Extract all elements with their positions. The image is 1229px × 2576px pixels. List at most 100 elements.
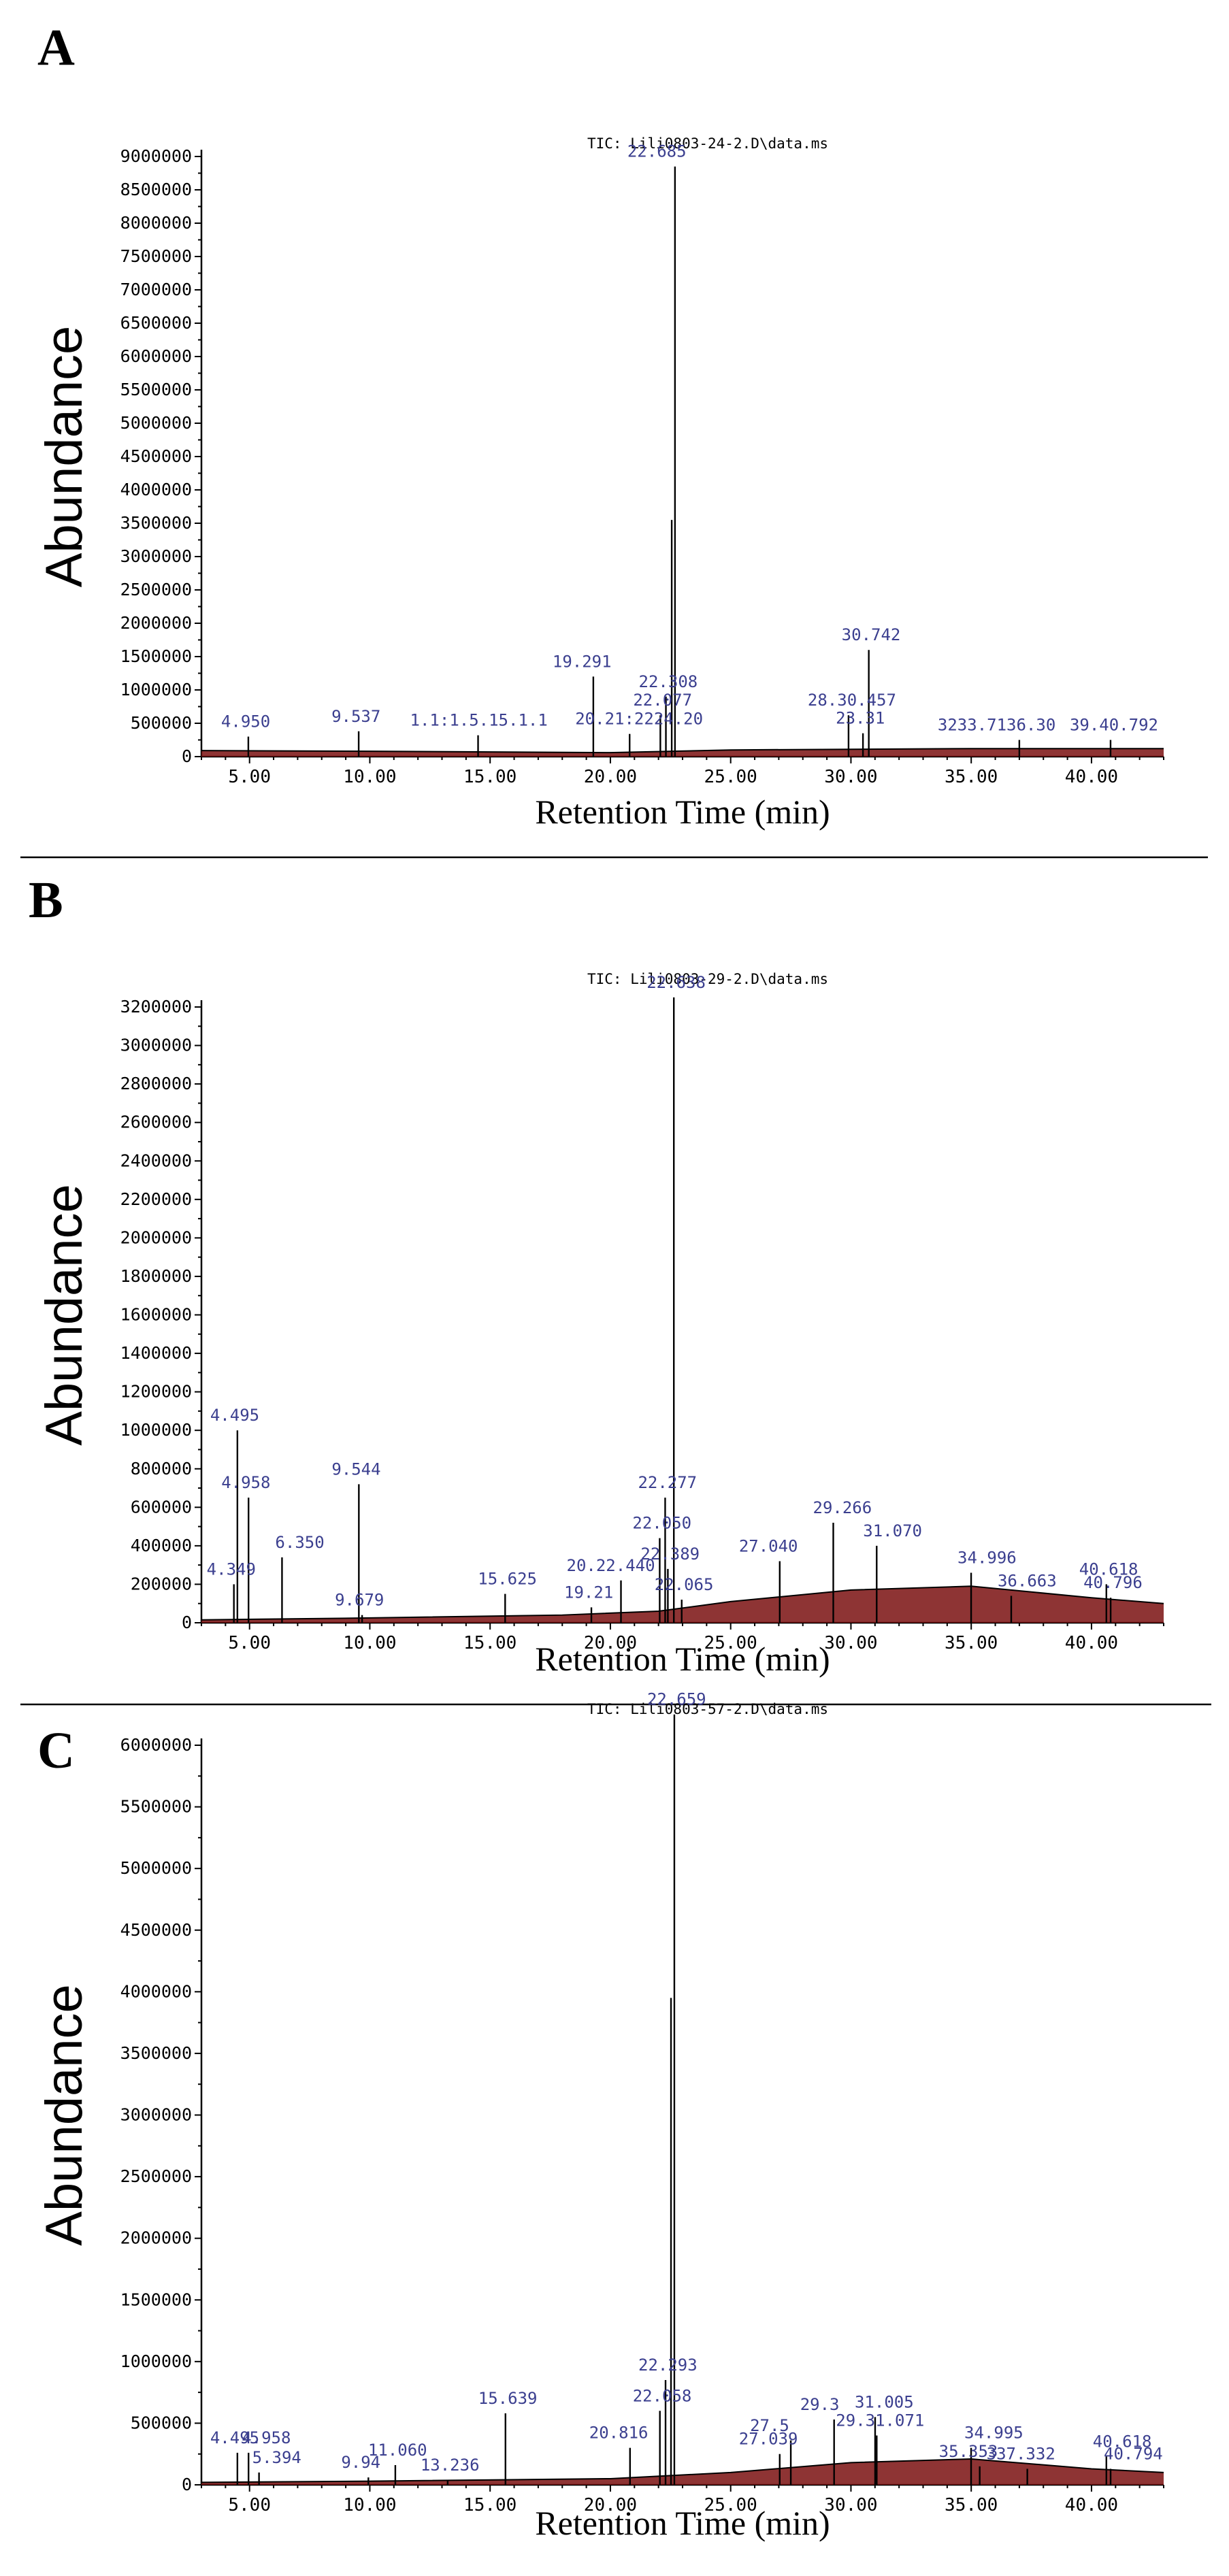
y-tick-label-c: 4000000 — [120, 1981, 192, 2001]
peak-label-b: 29.266 — [813, 1498, 872, 1517]
panel-label-c: C — [37, 1722, 75, 1779]
y-tick-label-b: 2400000 — [120, 1151, 192, 1170]
y-tick-label-b: 2800000 — [120, 1074, 192, 1093]
y-tick-label-a: 6500000 — [120, 313, 192, 333]
peak-label-c: 31.005 — [855, 2392, 914, 2411]
peak-label-b: 4.495 — [210, 1406, 259, 1425]
peak-label-c: 20.816 — [589, 2424, 649, 2443]
y-tick-label-a: 4000000 — [120, 480, 192, 499]
baseline-trace-b — [201, 1585, 1164, 1621]
peak-label-b: 4.958 — [221, 1473, 270, 1492]
peak-label-b: 40.796 — [1083, 1573, 1143, 1592]
y-axis-label-b: Abundance — [35, 1184, 93, 1446]
y-tick-label-b: 1400000 — [120, 1343, 192, 1363]
x-tick-label-b: 40.00 — [1065, 1633, 1118, 1653]
peak-label-c: 40.794 — [1104, 2444, 1163, 2463]
y-tick-label-c: 4500000 — [120, 1920, 192, 1940]
baseline-fill-a — [201, 748, 1164, 757]
x-tick-label-a: 20.00 — [584, 767, 637, 787]
baseline-trace-a — [201, 748, 1164, 754]
peak-label-c: 15.639 — [478, 2389, 538, 2408]
y-tick-label-c: 3500000 — [120, 2043, 192, 2063]
y-tick-label-a: 7500000 — [120, 246, 192, 266]
peak-label-b: 4.349 — [207, 1559, 256, 1579]
peak-label-c: 5.394 — [252, 2448, 301, 2467]
peak-label-b: 9.544 — [331, 1459, 380, 1479]
peak-label-a: 19.291 — [553, 652, 612, 671]
peak-label-c: 13.236 — [421, 2456, 480, 2475]
x-tick-label-a: 15.00 — [463, 767, 517, 787]
peak-label-b: 22.065 — [655, 1575, 714, 1594]
peak-label-a: 28.30.457 — [808, 691, 896, 710]
x-tick-label-c: 15.00 — [463, 2495, 517, 2515]
y-tick-label-a: 8500000 — [120, 180, 192, 199]
peak-label-c: 22.058 — [633, 2386, 692, 2405]
peak-label-a: 4.950 — [221, 712, 270, 731]
y-tick-label-b: 2000000 — [120, 1227, 192, 1247]
peak-label-b: 9.679 — [335, 1591, 384, 1610]
x-tick-label-b: 5.00 — [228, 1633, 271, 1653]
y-tick-label-c: 2500000 — [120, 2166, 192, 2186]
peak-label-c: 11.060 — [368, 2441, 427, 2460]
chart-title-b: TIC: Lili0803-29-2.D\data.ms — [587, 971, 828, 987]
chart-title-a: TIC: Lili0803-24-2.D\data.ms — [587, 135, 828, 152]
y-tick-label-c: 1000000 — [120, 2351, 192, 2371]
peak-label-c: 4.495 — [210, 2428, 259, 2447]
y-tick-label-b: 800000 — [131, 1459, 192, 1479]
peak-label-b: 36.663 — [998, 1571, 1057, 1590]
peak-label-c: 35.353 — [939, 2442, 998, 2461]
peak-label-a: 23.31 — [836, 709, 885, 728]
x-axis-label-c: Retention Time (min) — [535, 2504, 830, 2542]
peak-label-c: 27.039 — [739, 2430, 798, 2449]
peak-label-a: 9.537 — [331, 707, 380, 726]
peak-label-a: 22.077 — [633, 691, 692, 710]
x-tick-label-c: 30.00 — [824, 2495, 877, 2515]
x-tick-label-c: 10.00 — [343, 2495, 396, 2515]
y-tick-label-c: 500000 — [131, 2413, 192, 2432]
panel-label-b: B — [29, 872, 63, 929]
y-tick-label-a: 3000000 — [120, 546, 192, 566]
y-tick-label-a: 5500000 — [120, 380, 192, 399]
peak-label-c: 27.5 — [750, 2416, 789, 2435]
peak-label-c: 29.3 — [800, 2395, 840, 2414]
y-tick-label-b: 1800000 — [120, 1266, 192, 1286]
y-tick-label-a: 1500000 — [120, 646, 192, 666]
peak-label-c: 34.995 — [964, 2424, 1023, 2443]
baseline-fill-c — [201, 2458, 1164, 2485]
y-tick-label-c: 2000000 — [120, 2228, 192, 2248]
peak-label-b: 15.625 — [478, 1570, 537, 1589]
peak-label-b: 34.996 — [957, 1548, 1017, 1567]
y-tick-label-b: 400000 — [131, 1536, 192, 1555]
x-tick-label-b: 10.00 — [343, 1633, 396, 1653]
y-tick-label-b: 0 — [182, 1613, 192, 1632]
peak-label-a: 20.21:2224.20 — [575, 710, 703, 729]
peak-label-c: 22.293 — [638, 2356, 698, 2375]
y-tick-label-c: 1500000 — [120, 2290, 192, 2309]
peak-label-c: 4.958 — [242, 2428, 291, 2447]
x-tick-label-b: 25.00 — [704, 1633, 757, 1653]
x-tick-label-a: 35.00 — [945, 767, 998, 787]
baseline-fill-b — [201, 1586, 1164, 1623]
x-tick-label-a: 5.00 — [228, 767, 271, 787]
y-tick-label-b: 1000000 — [120, 1420, 192, 1440]
x-tick-label-a: 30.00 — [824, 767, 877, 787]
y-tick-label-b: 1600000 — [120, 1305, 192, 1325]
y-tick-label-a: 1000000 — [120, 680, 192, 699]
y-tick-label-c: 6000000 — [120, 1735, 192, 1755]
y-tick-label-c: 0 — [182, 2475, 192, 2494]
peak-label-a: 22.308 — [639, 672, 698, 691]
y-tick-label-a: 7000000 — [120, 280, 192, 299]
y-tick-label-a: 5000000 — [120, 413, 192, 433]
y-tick-label-a: 8000000 — [120, 213, 192, 233]
y-tick-label-a: 6000000 — [120, 346, 192, 366]
panel-label-a: A — [37, 19, 75, 76]
x-tick-label-b: 15.00 — [463, 1633, 517, 1653]
peak-label-b: 6.350 — [275, 1533, 324, 1552]
y-tick-label-b: 200000 — [131, 1574, 192, 1594]
peak-label-c: 40.618 — [1093, 2432, 1152, 2451]
peak-label-a: 39.40.792 — [1070, 716, 1158, 735]
x-tick-label-c: 25.00 — [704, 2495, 757, 2515]
x-tick-label-a: 40.00 — [1065, 767, 1118, 787]
x-axis-label-b: Retention Time (min) — [535, 1640, 830, 1678]
